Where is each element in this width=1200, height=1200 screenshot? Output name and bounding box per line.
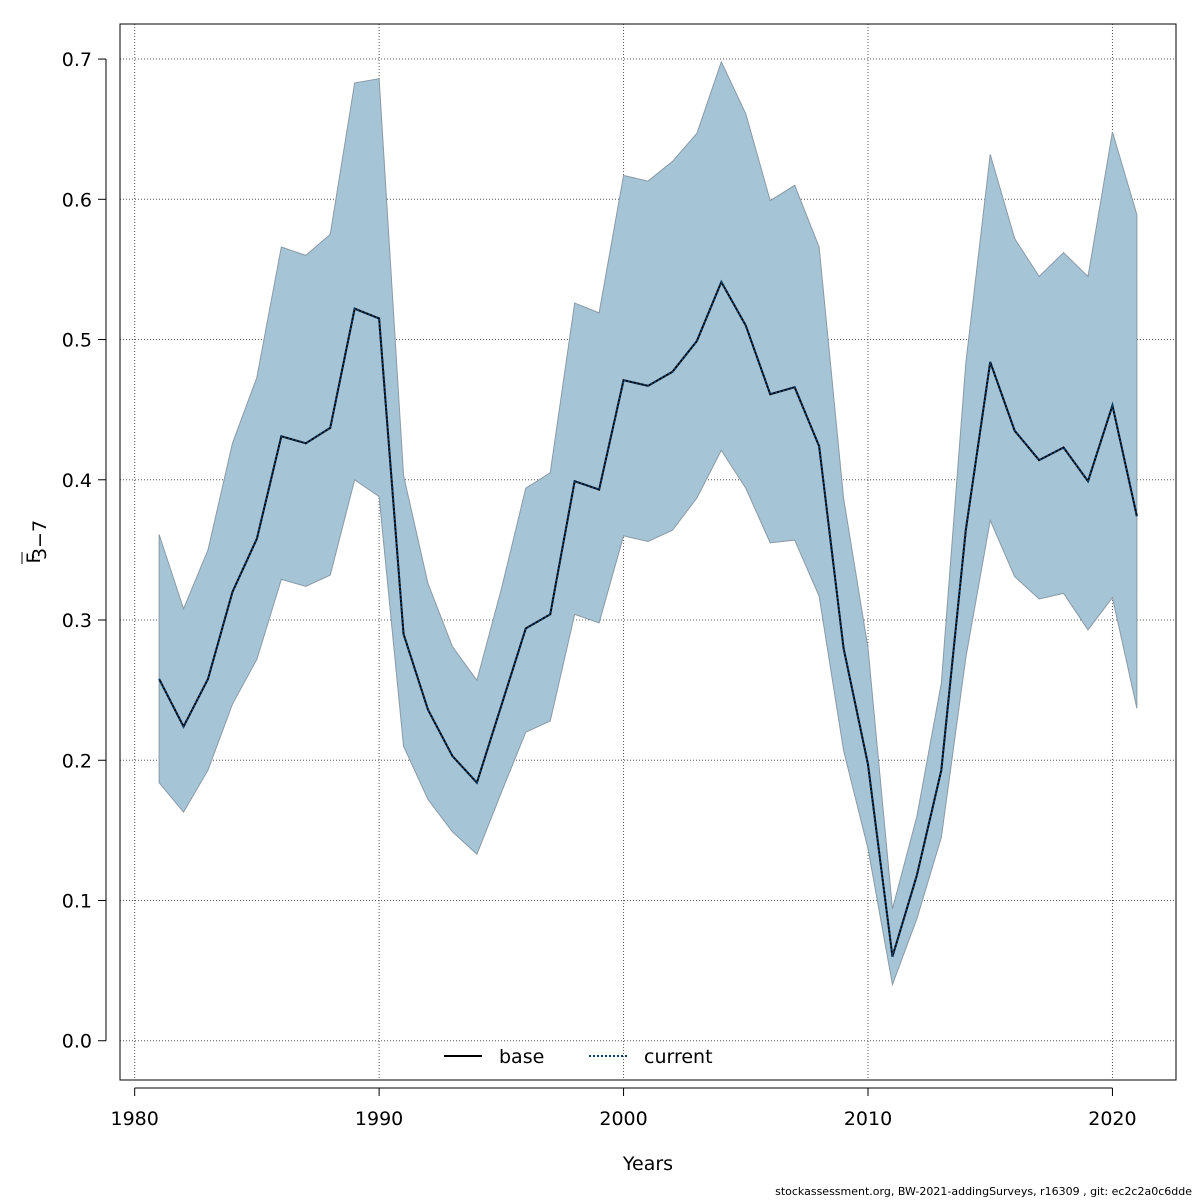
y-tick-label: 0.7 xyxy=(62,49,92,71)
legend: base current xyxy=(444,1046,713,1068)
x-axis-title: Years xyxy=(622,1153,673,1175)
x-tick-label: 2020 xyxy=(1088,1108,1136,1130)
x-tick-label: 2000 xyxy=(599,1108,647,1130)
y-tick-label: 0.3 xyxy=(62,610,92,632)
y-axis: 0.0 0.1 0.2 0.3 0.4 0.5 0.6 0.7 xyxy=(62,49,107,1053)
y-tick-label: 0.5 xyxy=(62,330,92,352)
y-axis-title: F 3−7 xyxy=(21,520,51,564)
x-axis: 1980 1990 2000 2010 2020 xyxy=(110,1087,1137,1130)
confidence-band-layer xyxy=(158,60,1138,987)
x-tick-label: 1990 xyxy=(355,1108,403,1130)
series-layer xyxy=(158,279,1138,957)
plot-frame xyxy=(119,23,1177,1081)
x-tick-label: 2010 xyxy=(844,1108,892,1130)
x-tick-label: 1980 xyxy=(110,1108,158,1130)
footer-credit: stockassessment.org, BW-2021-addingSurve… xyxy=(775,1185,1192,1198)
legend-label-base: base xyxy=(499,1046,544,1068)
legend-label-current: current xyxy=(644,1046,713,1068)
y-tick-label: 0.1 xyxy=(62,890,92,912)
y-tick-label: 0.4 xyxy=(62,470,92,492)
y-axis-title-main: F xyxy=(23,553,45,564)
confidence-band xyxy=(158,60,1138,987)
y-tick-label: 0.2 xyxy=(62,750,92,772)
series-line-current xyxy=(158,279,1138,957)
y-tick-label: 0.6 xyxy=(62,189,92,211)
y-tick-label: 0.0 xyxy=(62,1031,92,1053)
y-axis-title-subscript: 3−7 xyxy=(29,520,51,560)
